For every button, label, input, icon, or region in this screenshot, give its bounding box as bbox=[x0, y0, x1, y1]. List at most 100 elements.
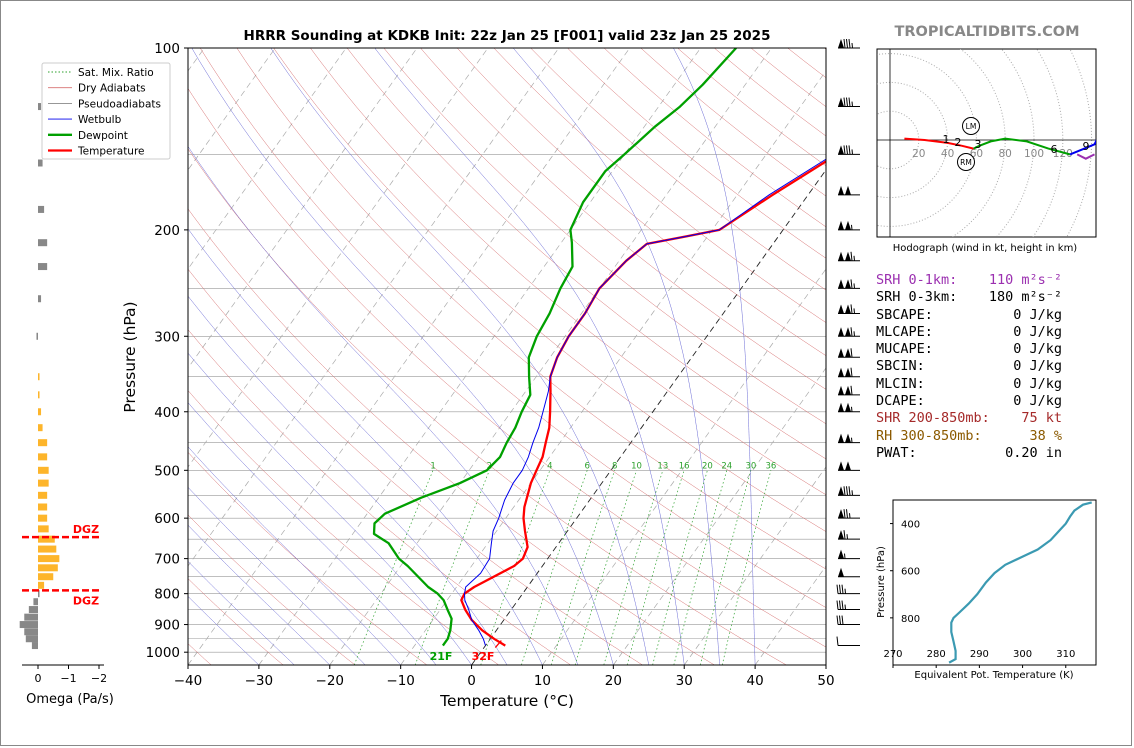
x-tick-label: −40 bbox=[174, 673, 203, 689]
barb-flag bbox=[845, 185, 851, 195]
dry-adiabat bbox=[188, 578, 284, 665]
stat-label: MLCIN: bbox=[876, 375, 925, 392]
stat-value: 38 % bbox=[1029, 427, 1062, 444]
hodograph-segment bbox=[1076, 153, 1095, 160]
stat-label: DCAPE: bbox=[876, 393, 925, 410]
theta-e-x-tick-label: 280 bbox=[927, 649, 946, 660]
theta-e-x-tick-label: 270 bbox=[883, 649, 902, 660]
barb-full bbox=[839, 584, 841, 594]
omega-tick-label: 0 bbox=[35, 672, 42, 685]
legend-label: Pseudoadiabats bbox=[78, 98, 161, 110]
theta-e-y-tick-label: 400 bbox=[901, 520, 920, 531]
mixing-ratio-label: 36 bbox=[765, 461, 776, 471]
wind-barb bbox=[838, 486, 860, 496]
ring-label: 20 bbox=[912, 148, 925, 160]
barb-full bbox=[836, 584, 839, 594]
barb-full bbox=[850, 251, 853, 261]
wind-barb bbox=[838, 509, 860, 519]
omega-bar bbox=[38, 466, 49, 474]
legend-label: Dry Adiabats bbox=[78, 83, 146, 95]
stat-label: PWAT: bbox=[876, 444, 917, 461]
stat-label: SRH 0-1km: bbox=[876, 272, 958, 288]
omega-bar bbox=[38, 514, 48, 522]
brand-logo: TROPICALTIDBITS.COM bbox=[894, 24, 1079, 40]
wind-barb bbox=[836, 584, 860, 595]
barb-half bbox=[844, 553, 846, 559]
x-tick-label: 0 bbox=[467, 673, 476, 689]
y-tick-label: 600 bbox=[154, 511, 180, 527]
height-label: 9 bbox=[1083, 140, 1090, 153]
stat-row: PWAT: 0.20 in bbox=[876, 445, 1126, 462]
y-tick-label: 500 bbox=[154, 463, 180, 479]
barb-flag bbox=[838, 530, 844, 540]
barb-flag bbox=[838, 220, 844, 230]
mixing-ratio-label: 6 bbox=[584, 461, 589, 471]
omega-bar bbox=[38, 453, 48, 461]
barb-full bbox=[839, 600, 841, 610]
stat-row: SRH 0-1km: 110 m²s⁻² bbox=[876, 272, 1126, 289]
stat-row: SBCAPE: 0 J/kg bbox=[876, 307, 1126, 324]
mixing-ratio-label: 30 bbox=[746, 461, 757, 471]
barb-full bbox=[836, 600, 839, 610]
profile-dewpoint bbox=[372, 48, 737, 647]
mixing-ratio-label: 4 bbox=[547, 461, 552, 471]
pseudoadiabat bbox=[188, 596, 260, 665]
stat-value: 0 J/kg bbox=[1013, 358, 1062, 375]
omega-axis-label: Omega (Pa/s) bbox=[26, 692, 114, 707]
dry-adiabat bbox=[236, 48, 826, 570]
barb-full bbox=[850, 279, 853, 289]
temperature-surface-label: 32F bbox=[472, 650, 495, 663]
stat-label: SRH 0-3km: bbox=[876, 289, 958, 306]
dry-adiabat bbox=[188, 208, 715, 665]
stat-row: SRH 0-3km: 180 m²s⁻² bbox=[876, 289, 1126, 306]
wind-barb bbox=[838, 433, 860, 444]
barb-full bbox=[843, 530, 846, 540]
barb-full bbox=[848, 38, 851, 49]
skewt-plot-frame bbox=[187, 47, 827, 666]
barb-flag bbox=[845, 367, 851, 377]
omega-bar bbox=[38, 373, 40, 381]
pseudoadiabat bbox=[188, 145, 579, 665]
omega-bar bbox=[38, 295, 42, 303]
barb-flag bbox=[838, 327, 844, 337]
omega-bar bbox=[38, 424, 43, 432]
omega-bar bbox=[38, 159, 43, 167]
omega-bar bbox=[38, 491, 48, 499]
wind-barb bbox=[838, 402, 860, 413]
wind-barb bbox=[838, 567, 860, 578]
stat-value: 0 J/kg bbox=[1013, 323, 1062, 340]
sounding-stats: SRH 0-1km: 110 m²s⁻² SRH 0-3km: 180 m²s⁻² SB… bbox=[876, 272, 1126, 462]
isotherm bbox=[329, 48, 772, 665]
barb-flag bbox=[838, 567, 844, 577]
omega-bar bbox=[28, 606, 38, 614]
omega-bar bbox=[24, 628, 38, 636]
dry-adiabat bbox=[199, 48, 826, 608]
omega-bar bbox=[38, 581, 45, 589]
height-label: 6 bbox=[1051, 143, 1058, 156]
skewt-axes: −40 −30 −20 −10 0 10 20 30 40 50 100 200 300 400 500 60… bbox=[146, 41, 835, 689]
dry-adiabat bbox=[188, 514, 356, 665]
y-tick-label: 800 bbox=[154, 587, 180, 603]
mixing-ratio-line bbox=[626, 470, 685, 665]
dewpoint-surface-label: 21F bbox=[430, 650, 453, 663]
barb-half bbox=[853, 283, 855, 289]
omega-bar bbox=[38, 103, 42, 111]
theta-e-x-tick-label: 300 bbox=[1013, 649, 1032, 660]
y-tick-label: 1000 bbox=[146, 645, 180, 661]
wind-barb bbox=[836, 600, 860, 611]
hodograph-segment bbox=[1069, 139, 1096, 156]
stat-value: 0 J/kg bbox=[1013, 375, 1062, 392]
mixing-ratio-line bbox=[603, 470, 664, 665]
barb-flag bbox=[845, 327, 851, 337]
wind-barb bbox=[838, 38, 860, 49]
dry-adiabat bbox=[188, 329, 571, 665]
barb-half bbox=[853, 331, 855, 337]
ring-label: 40 bbox=[941, 148, 954, 160]
stat-value: 0 J/kg bbox=[1013, 341, 1062, 358]
omega-bar bbox=[38, 391, 40, 399]
wind-barb bbox=[838, 385, 860, 396]
stat-label: MLCAPE: bbox=[876, 323, 933, 340]
pseudoadiabat bbox=[270, 48, 650, 665]
barb-flag bbox=[845, 304, 851, 314]
